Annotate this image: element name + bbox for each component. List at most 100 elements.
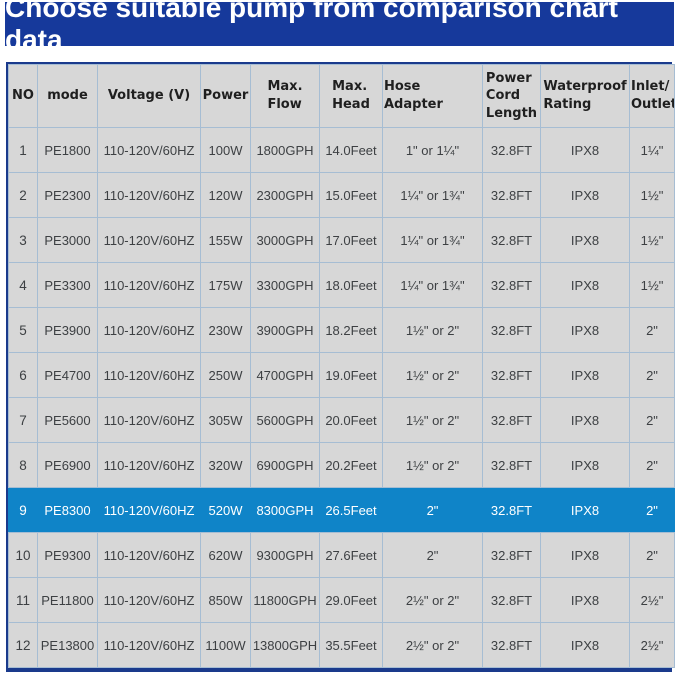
table-row: 11 PE11800 110-120V/60HZ 850W 11800GPH 29.0Fe…: [8, 577, 675, 623]
cell-power: 100W: [200, 127, 251, 173]
cell-cord-length: 32.8FT: [482, 217, 541, 263]
cell-max-head: 18.2Feet: [319, 307, 383, 353]
cell-max-head: 29.0Feet: [319, 577, 383, 623]
cell-max-flow: 3900GPH: [250, 307, 320, 353]
col-header-hose-adapter: Hose Adapter: [382, 64, 483, 128]
cell-power: 155W: [200, 217, 251, 263]
cell-inlet-outlet: 2": [629, 532, 675, 578]
cell-no: 7: [8, 397, 38, 443]
cell-waterproof: IPX8: [540, 622, 630, 668]
cell-voltage: 110-120V/60HZ: [97, 442, 201, 488]
cell-cord-length: 32.8FT: [482, 487, 541, 533]
cell-max-flow: 1800GPH: [250, 127, 320, 173]
table-row: 3 PE3000 110-120V/60HZ 155W 3000GPH 17.0Feet 1…: [8, 217, 675, 263]
pump-comparison-table: NO mode Voltage (V) Power Max. Flow Max.…: [8, 64, 675, 668]
cell-voltage: 110-120V/60HZ: [97, 127, 201, 173]
cell-voltage: 110-120V/60HZ: [97, 577, 201, 623]
col-header-label: Power: [202, 88, 249, 104]
table-row: 4 PE3300 110-120V/60HZ 175W 3300GPH 18.0Feet 1…: [8, 262, 675, 308]
cell-voltage: 110-120V/60HZ: [97, 487, 201, 533]
table-row: 2 PE2300 110-120V/60HZ 120W 2300GPH 15.0Feet 1…: [8, 172, 675, 218]
cell-max-flow: 9300GPH: [250, 532, 320, 578]
cell-hose-adapter: 2½" or 2": [382, 577, 483, 623]
table-body: 1 PE1800 110-120V/60HZ 100W 1800GPH 14.0Feet 1…: [8, 127, 675, 668]
cell-waterproof: IPX8: [540, 532, 630, 578]
cell-no: 10: [8, 532, 38, 578]
table-row: 7 PE5600 110-120V/60HZ 305W 5600GPH 20.0Feet 1…: [8, 397, 675, 443]
cell-inlet-outlet: 1½": [629, 217, 675, 263]
cell-hose-adapter: 1¼" or 1¾": [382, 172, 483, 218]
cell-cord-length: 32.8FT: [482, 307, 541, 353]
cell-max-head: 15.0Feet: [319, 172, 383, 218]
col-header-voltage: Voltage (V): [97, 64, 201, 128]
cell-power: 320W: [200, 442, 251, 488]
table-header-row: NO mode Voltage (V) Power Max. Flow Max.…: [8, 64, 675, 128]
cell-hose-adapter: 2": [382, 487, 483, 533]
cell-inlet-outlet: 2": [629, 307, 675, 353]
cell-mode: PE3300: [37, 262, 98, 308]
col-header-label: Voltage (V): [107, 88, 191, 104]
cell-waterproof: IPX8: [540, 172, 630, 218]
cell-no: 6: [8, 352, 38, 398]
cell-voltage: 110-120V/60HZ: [97, 622, 201, 668]
col-header-label: Waterproof Rating: [543, 79, 627, 112]
cell-waterproof: IPX8: [540, 352, 630, 398]
cell-inlet-outlet: 2½": [629, 577, 675, 623]
cell-inlet-outlet: 2": [629, 442, 675, 488]
col-header-max-flow: Max. Flow: [250, 64, 320, 128]
cell-cord-length: 32.8FT: [482, 172, 541, 218]
cell-mode: PE11800: [37, 577, 98, 623]
col-header-max-head: Max. Head: [319, 64, 383, 128]
cell-max-flow: 11800GPH: [250, 577, 320, 623]
cell-mode: PE9300: [37, 532, 98, 578]
comparison-table-wrapper: NO mode Voltage (V) Power Max. Flow Max.…: [6, 62, 675, 672]
cell-mode: PE5600: [37, 397, 98, 443]
cell-voltage: 110-120V/60HZ: [97, 397, 201, 443]
cell-mode: PE3000: [37, 217, 98, 263]
cell-inlet-outlet: 2½": [629, 622, 675, 668]
col-header-power: Power: [200, 64, 251, 128]
cell-mode: PE3900: [37, 307, 98, 353]
col-header-label: Max. Head: [332, 79, 370, 112]
cell-inlet-outlet: 1½": [629, 172, 675, 218]
cell-waterproof: IPX8: [540, 217, 630, 263]
cell-max-flow: 8300GPH: [250, 487, 320, 533]
cell-cord-length: 32.8FT: [482, 622, 541, 668]
cell-voltage: 110-120V/60HZ: [97, 307, 201, 353]
cell-max-head: 17.0Feet: [319, 217, 383, 263]
cell-waterproof: IPX8: [540, 577, 630, 623]
cell-no: 1: [8, 127, 38, 173]
cell-power: 620W: [200, 532, 251, 578]
cell-no: 12: [8, 622, 38, 668]
cell-hose-adapter: 1¼" or 1¾": [382, 217, 483, 263]
cell-hose-adapter: 1¼" or 1¾": [382, 262, 483, 308]
cell-max-head: 19.0Feet: [319, 352, 383, 398]
cell-cord-length: 32.8FT: [482, 127, 541, 173]
cell-power: 520W: [200, 487, 251, 533]
col-header-waterproof: Waterproof Rating: [540, 64, 630, 128]
col-header-label: Inlet/ Outlet: [631, 79, 675, 112]
cell-inlet-outlet: 1¼": [629, 127, 675, 173]
cell-max-head: 14.0Feet: [319, 127, 383, 173]
cell-max-flow: 6900GPH: [250, 442, 320, 488]
col-header-no: NO: [8, 64, 38, 128]
cell-inlet-outlet: 1½": [629, 262, 675, 308]
cell-waterproof: IPX8: [540, 127, 630, 173]
cell-max-flow: 4700GPH: [250, 352, 320, 398]
cell-voltage: 110-120V/60HZ: [97, 262, 201, 308]
col-header-label: NO: [12, 88, 34, 104]
cell-max-head: 35.5Feet: [319, 622, 383, 668]
cell-waterproof: IPX8: [540, 397, 630, 443]
cell-no: 3: [8, 217, 38, 263]
cell-hose-adapter: 1" or 1¼": [382, 127, 483, 173]
cell-no: 4: [8, 262, 38, 308]
cell-no: 2: [8, 172, 38, 218]
cell-mode: PE2300: [37, 172, 98, 218]
cell-voltage: 110-120V/60HZ: [97, 352, 201, 398]
col-header-inlet-outlet: Inlet/ Outlet: [629, 64, 675, 128]
cell-cord-length: 32.8FT: [482, 262, 541, 308]
cell-waterproof: IPX8: [540, 262, 630, 308]
cell-waterproof: IPX8: [540, 442, 630, 488]
cell-max-head: 27.6Feet: [319, 532, 383, 578]
cell-cord-length: 32.8FT: [482, 397, 541, 443]
